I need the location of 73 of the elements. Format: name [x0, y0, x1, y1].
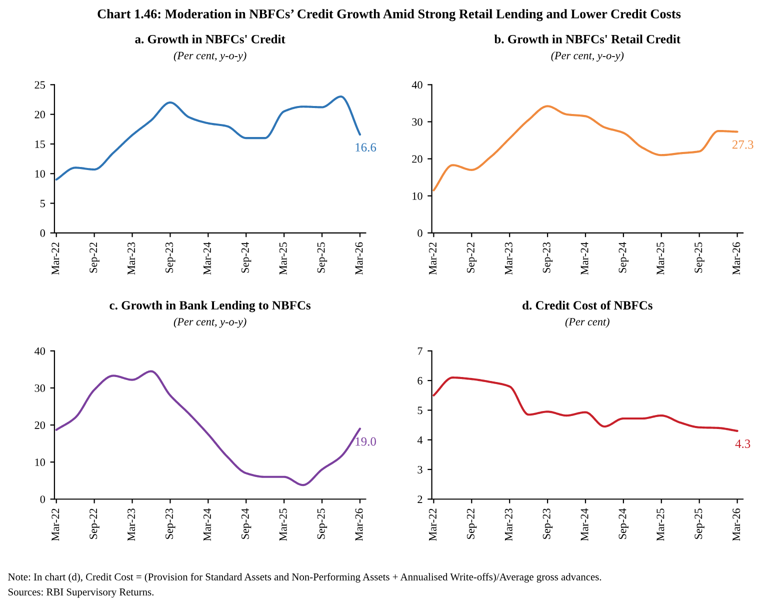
x-tick-label: Mar-24 — [203, 242, 211, 275]
x-tick-label: Mar-25 — [279, 242, 287, 275]
text: Chart 1.46: Moderation in NBFCs’ Credit Growth Amid Strong Retail Lending and Lower Credit Costs — [98, 9, 681, 22]
x-tick-label: Mar-23 — [504, 508, 512, 541]
x-tick-label: Sep-24 — [618, 242, 628, 273]
x-tick-label: Mar-22 — [429, 508, 436, 541]
x-tick-label: Sep-23 — [166, 242, 176, 273]
y-tick-label: 0 — [40, 229, 46, 237]
x-tick-label: Sep-22 — [90, 242, 100, 273]
y-tick-label: 4 — [417, 436, 423, 444]
data-label: 4.3 — [735, 440, 750, 448]
x-tick-label: Sep-22 — [90, 508, 100, 539]
y-tick-label: 15 — [35, 140, 45, 148]
data-label: 19.0 — [356, 437, 376, 446]
y-tick-label: 20 — [34, 421, 46, 429]
chart-title: c. Growth in Bank Lending to NBFCs — [110, 300, 311, 312]
x-tick-label: Sep-23 — [166, 508, 176, 539]
x-tick-label: Mar-24 — [580, 508, 588, 541]
source-note: Sources: RBI Supervisory Returns. — [8, 588, 154, 598]
x-tick-label: Sep-25 — [317, 242, 328, 273]
y-tick-label: 0 — [418, 229, 422, 237]
y-tick-label: 10 — [412, 192, 422, 200]
y-tick-label: 0 — [40, 496, 46, 504]
y-tick-label: 20 — [34, 110, 46, 118]
x-tick-label: Sep-24 — [618, 508, 628, 539]
x-tick-label: Sep-25 — [694, 242, 704, 273]
data-label: 16.6 — [356, 143, 376, 152]
x-tick-label: Mar-25 — [279, 508, 287, 541]
x-tick-label: Mar-22 — [429, 242, 436, 275]
x-tick-label: Sep-22 — [466, 242, 477, 273]
chart-subtitle: (Per cent, y-o-y) — [174, 318, 246, 328]
x-tick-label: Sep-24 — [241, 242, 252, 273]
y-tick-label: 10 — [35, 170, 46, 178]
x-tick-label: Mar-26 — [355, 508, 363, 541]
chart-title: d. Credit Cost of NBFCs — [522, 300, 652, 310]
y-tick-label: 10 — [35, 458, 46, 466]
x-tick-label: Mar-26 — [732, 242, 740, 275]
x-tick-label: Mar-22 — [52, 242, 60, 275]
x-tick-label: Sep-25 — [694, 508, 704, 539]
y-tick-label: 2 — [418, 496, 422, 503]
x-tick-label: Mar-23 — [504, 242, 512, 275]
x-tick-label: Mar-23 — [128, 242, 136, 275]
y-tick-label: 20 — [412, 155, 422, 163]
x-tick-label: Mar-25 — [656, 242, 664, 275]
y-tick-label: 30 — [34, 384, 46, 392]
x-tick-label: Mar-26 — [355, 242, 363, 275]
y-tick-label: 40 — [34, 347, 46, 355]
x-tick-label: Sep-25 — [317, 508, 328, 539]
chart-subtitle: (Per cent) — [565, 318, 610, 328]
x-tick-label: Mar-26 — [732, 508, 740, 541]
x-tick-label: Mar-23 — [128, 508, 136, 541]
y-tick-label: 25 — [34, 81, 45, 89]
text: Note: In chart (d), Credit Cost = (Provision for Standard Assets and Non-Performing Assets + Annualised Write-offs)/Average gross advances. — [8, 572, 602, 583]
y-tick-label: 3 — [418, 466, 422, 474]
chart-title: a. Growth in NBFCs' Credit — [135, 34, 286, 44]
data-label: 27.3 — [732, 140, 754, 149]
x-tick-label: Sep-23 — [542, 508, 553, 539]
x-tick-label: Sep-24 — [241, 508, 252, 539]
x-tick-label: Mar-25 — [656, 508, 664, 541]
chart-subtitle: (Per cent, y-o-y) — [174, 51, 246, 62]
chart-subtitle: (Per cent, y-o-y) — [551, 51, 624, 62]
x-tick-label: Mar-24 — [580, 242, 588, 275]
x-tick-label: Mar-22 — [52, 508, 60, 541]
y-tick-label: 40 — [412, 81, 422, 89]
x-tick-label: Mar-24 — [203, 508, 211, 541]
y-tick-label: 5 — [40, 200, 45, 208]
y-tick-label: 5 — [418, 406, 422, 414]
x-tick-label: Sep-22 — [466, 508, 477, 539]
y-tick-label: 7 — [418, 347, 422, 355]
chart-title: b. Growth in NBFCs' Retail Credit — [494, 34, 681, 44]
y-tick-label: 6 — [418, 377, 422, 385]
y-tick-label: 30 — [412, 118, 422, 126]
x-tick-label: Sep-23 — [542, 242, 553, 273]
